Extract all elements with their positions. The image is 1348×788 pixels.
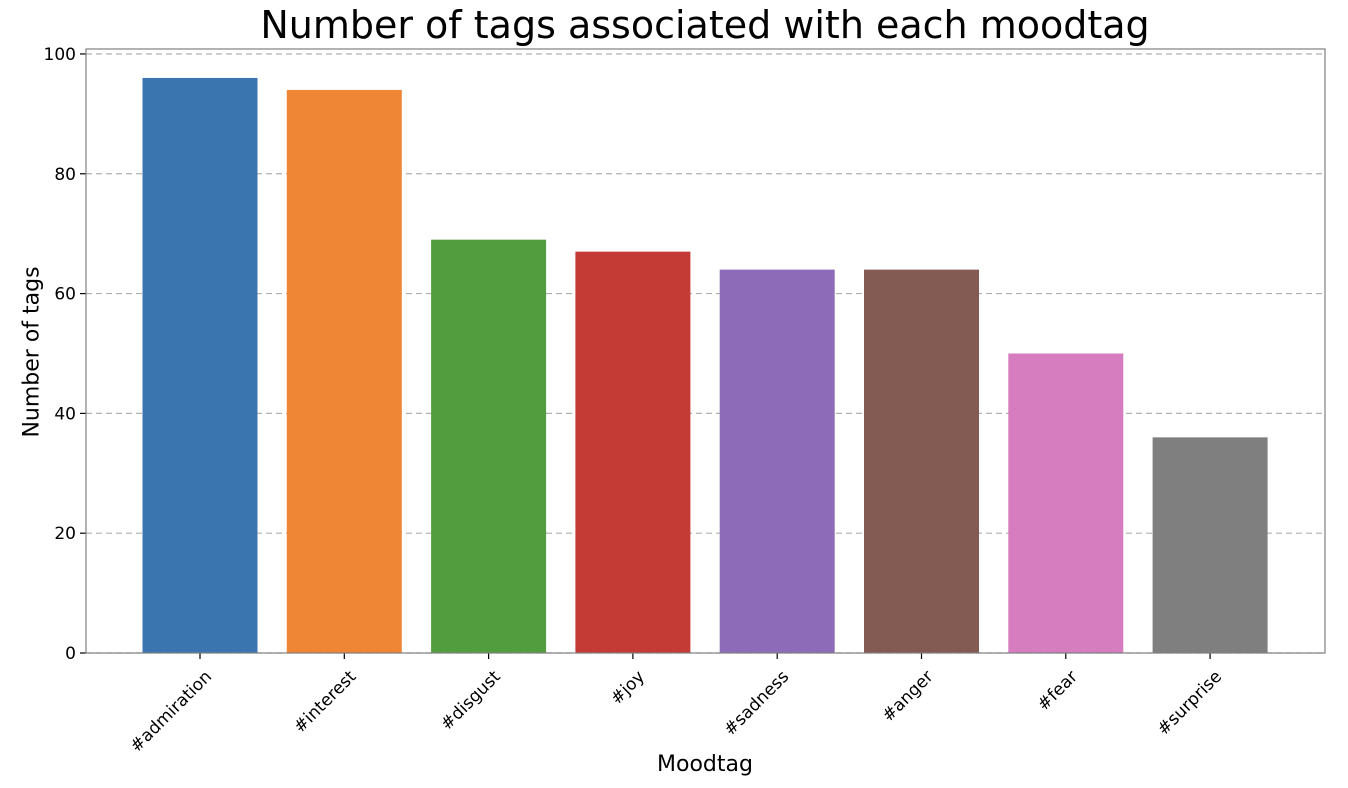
x-tick-label: #sadness [720, 667, 793, 740]
chart-title: Number of tags associated with each mood… [260, 3, 1150, 47]
y-axis-label: Number of tags [19, 266, 45, 438]
y-tick-label: 100 [44, 45, 76, 65]
bar [575, 251, 691, 654]
y-tick-label: 80 [54, 165, 76, 185]
plot-frame [85, 48, 1326, 654]
x-tick-label: #surprise [1154, 667, 1227, 740]
x-tick-label: #disgust [437, 667, 505, 735]
y-tick-label: 60 [54, 285, 76, 305]
x-tick-label: #anger [878, 667, 937, 726]
bar [142, 77, 258, 654]
bar [286, 89, 402, 653]
bar [864, 269, 979, 653]
x-axis-label: Moodtag [657, 752, 753, 777]
bar [719, 269, 835, 653]
x-tick-label: #fear [1034, 667, 1082, 715]
bar [1008, 353, 1124, 653]
x-tick-label: #joy [607, 667, 649, 709]
bar [431, 239, 547, 653]
x-tick-label: #interest [290, 667, 361, 738]
y-tick-label: 40 [54, 404, 76, 424]
y-tick-label: 20 [54, 524, 76, 544]
x-tick-label: #admiration [126, 667, 216, 757]
y-tick-label: 0 [65, 644, 76, 664]
bar [1152, 437, 1268, 653]
